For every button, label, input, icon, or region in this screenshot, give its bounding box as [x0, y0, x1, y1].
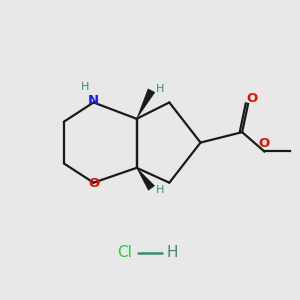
Text: O: O [258, 137, 269, 150]
Text: Cl: Cl [117, 245, 132, 260]
Text: H: H [166, 245, 178, 260]
Text: H: H [156, 184, 164, 194]
Text: O: O [88, 177, 99, 190]
Text: O: O [246, 92, 257, 105]
Text: H: H [156, 84, 164, 94]
Text: N: N [88, 94, 99, 106]
Polygon shape [136, 168, 154, 190]
Text: H: H [81, 82, 89, 92]
Polygon shape [136, 89, 155, 119]
